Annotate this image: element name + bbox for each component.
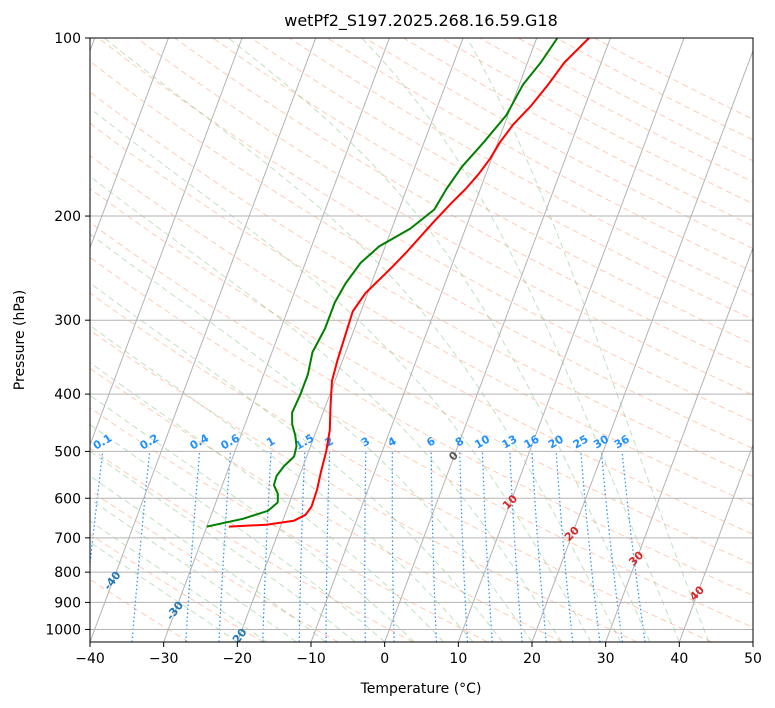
moist-adiabats [90,38,710,642]
moist-adiabat [90,282,503,642]
isotherm [236,38,464,642]
isotherm [163,38,390,642]
x-tick-label: 0 [380,651,389,667]
y-tick-label: 600 [54,491,81,507]
moist-adiabat [228,38,651,642]
mixing-ratio-line [90,451,104,569]
dry-adiabat [90,292,712,642]
y-tick-label: 100 [54,31,81,47]
moist-adiabat [90,424,386,642]
mixing-ratio-line [555,451,574,642]
x-tick-label: −10 [296,651,326,667]
dry-adiabat [90,188,753,565]
dry-adiabat [97,38,753,423]
moist-adiabat [90,107,592,642]
dry-adiabat [174,38,753,370]
dry-adiabat [90,256,753,628]
x-tick-label: 50 [744,651,762,667]
dry-adiabat [90,533,264,642]
dry-adiabat [90,154,753,535]
y-axis-label: Pressure (hPa) [12,290,28,390]
dry-adiabats [90,38,753,642]
dry-adiabat [90,91,753,477]
x-axis-ticks: −40 −30 −20 −10 0 10 20 30 40 50 [75,642,762,667]
plot-frame [89,37,754,643]
moist-adiabat [361,38,680,642]
dry-adiabat [90,407,488,642]
x-axis-label: Temperature (°C) [360,681,482,697]
mixing-ratio-lines [90,451,646,642]
isotherm [457,38,685,642]
moist-adiabat [103,38,621,642]
x-tick-label: 30 [597,651,615,667]
x-tick-label: −20 [223,651,253,667]
mixing-ratio-line [621,451,646,642]
dry-adiabat [136,38,753,396]
y-tick-label: 800 [54,565,81,581]
isotherm [678,443,753,642]
x-tick-label: 10 [449,651,467,667]
isotherm [531,49,753,642]
moist-adiabat [90,450,356,642]
moist-adiabat [90,175,562,642]
moist-adiabat [90,498,297,642]
y-tick-label: 500 [54,444,81,460]
dry-adiabat [90,367,563,642]
moist-adiabat [466,38,710,642]
chart-title: wetPf2_S197.2025.268.16.59.G18 [284,11,558,31]
dewpoint-profile [206,38,559,528]
y-tick-label: 700 [54,531,81,547]
dry-adiabat [288,38,753,296]
y-tick-label: 300 [54,313,81,329]
sounding-profiles [206,38,590,528]
x-tick-label: 20 [523,651,541,667]
moist-adiabat [90,324,474,642]
dry-adiabat [90,122,753,506]
isotherm [90,38,317,642]
isotherm [310,38,538,642]
x-tick-label: −30 [149,651,179,667]
mixing-ratio-line [600,451,623,642]
isotherm [90,38,169,250]
moist-adiabat [90,394,415,642]
y-tick-label: 900 [54,595,81,611]
isotherm [605,246,753,642]
isotherm [90,38,243,447]
isotherm [384,38,611,642]
temperature-profile [228,38,590,528]
x-tick-label: −40 [75,651,105,667]
dry-adiabat [90,489,339,642]
mixing-ratio-line [580,451,601,642]
moist-adiabat [90,520,268,642]
isotherms [90,38,753,642]
y-tick-label: 200 [54,209,81,225]
moist-adiabat [90,233,533,642]
moist-adiabat [90,475,326,642]
pressure-gridlines [90,38,753,630]
y-tick-label: 400 [54,387,81,403]
y-axis-ticks: 100 200 300 400 500 600 700 800 900 1000 [45,31,90,638]
y-tick-label: 1000 [45,622,81,638]
dry-adiabat [250,38,753,320]
x-tick-label: 40 [670,651,688,667]
moist-adiabat [90,541,238,642]
